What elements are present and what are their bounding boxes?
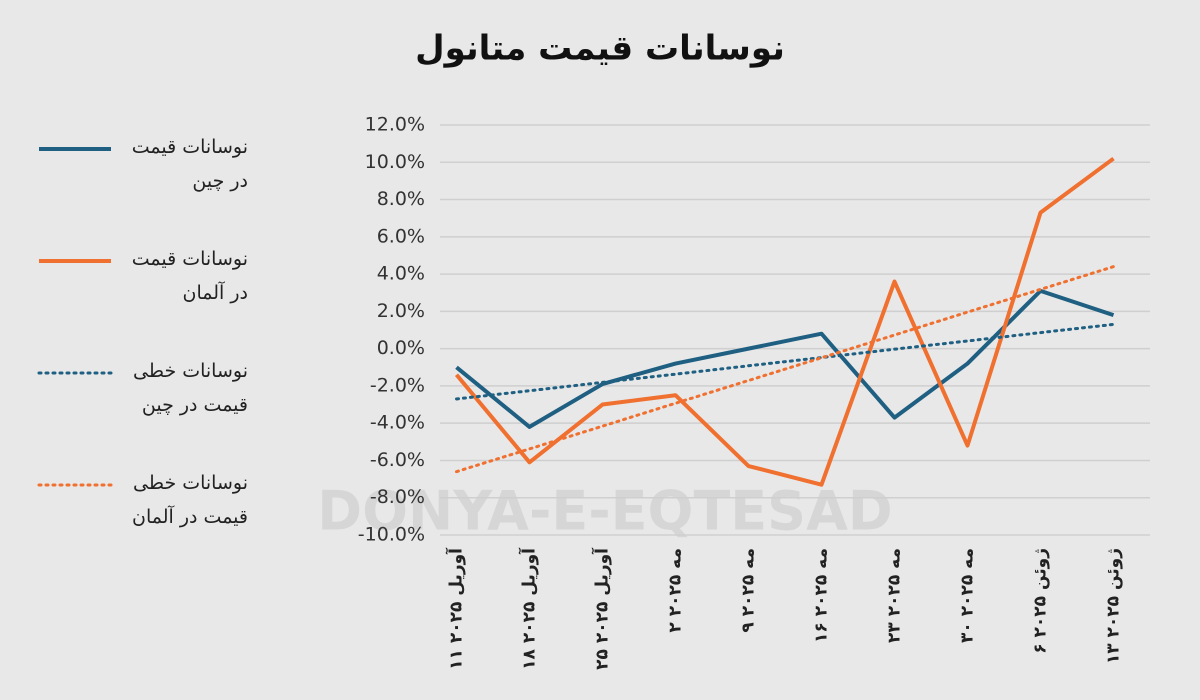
y-tick-label: 12.0% [365, 114, 425, 136]
x-tick-label: ۲۳ مه ۲۰۲۵ [885, 548, 905, 643]
x-tick-label: ۱۸ آوریل ۲۰۲۵ [518, 547, 540, 670]
legend-item: نوسانات خطی قیمت در چین [30, 354, 260, 466]
y-tick-label: -8.0% [370, 486, 425, 508]
y-tick-label: 10.0% [365, 151, 425, 173]
legend-swatch [37, 483, 113, 487]
legend-label: نوسانات قیمت در چین [131, 136, 248, 192]
y-tick-label: -6.0% [370, 449, 425, 471]
y-tick-label: -2.0% [370, 374, 425, 396]
series-line [454, 156, 1115, 487]
legend-item: نوسانات قیمت در چین [30, 130, 260, 242]
x-tick-label: ۲۵ آوریل ۲۰۲۵ [591, 547, 613, 670]
x-tick-label: ۶ ژوئن ۲۰۲۵ [1031, 548, 1051, 654]
x-tick-label: ۹ مه ۲۰۲۵ [739, 548, 759, 633]
y-tick-label: -4.0% [370, 412, 425, 434]
x-tick-label: ۱۶ مه ۲۰۲۵ [812, 548, 832, 643]
legend-swatch [39, 259, 111, 263]
y-tick-label: 4.0% [377, 263, 425, 285]
series-line [455, 322, 1115, 401]
y-tick-label: 8.0% [377, 188, 425, 210]
watermark: DONYA-E-EQTESAD [317, 480, 892, 543]
legend-label: نوسانات قیمت در آلمان [131, 248, 248, 304]
legend-item: نوسانات خطی قیمت در آلمان [30, 466, 260, 578]
legend-swatch [39, 147, 111, 151]
series-line [455, 265, 1115, 474]
chart-title: نوسانات قیمت متانول [415, 29, 785, 69]
y-tick-label: -10.0% [358, 524, 425, 546]
x-tick-label: ۱۱ آوریل ۲۰۲۵ [445, 547, 467, 670]
x-tick-label: ۲ مه ۲۰۲۵ [666, 548, 686, 633]
y-tick-label: 0.0% [377, 337, 425, 359]
legend: نوسانات قیمت در چین نوسانات قیمت در آلمان… [30, 130, 260, 578]
legend-item: نوسانات قیمت در آلمان [30, 242, 260, 354]
legend-swatch [37, 371, 113, 375]
legend-label: نوسانات خطی قیمت در چین [133, 360, 248, 416]
y-tick-label: 6.0% [377, 225, 425, 247]
x-tick-label: ۱۳ ژوئن ۲۰۲۵ [1104, 548, 1124, 664]
y-tick-label: 2.0% [377, 300, 425, 322]
x-tick-label: ۳۰ مه ۲۰۲۵ [958, 548, 978, 643]
legend-label: نوسانات خطی قیمت در آلمان [132, 472, 248, 528]
